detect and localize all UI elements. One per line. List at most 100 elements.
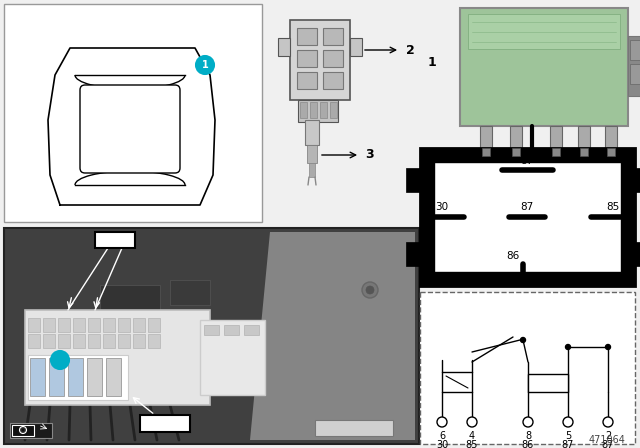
Bar <box>434 162 621 272</box>
Bar <box>480 126 492 154</box>
Text: 87: 87 <box>520 202 534 212</box>
Text: 86: 86 <box>506 251 520 261</box>
Bar <box>103 334 115 348</box>
Text: 2: 2 <box>406 43 414 56</box>
Bar <box>330 102 337 118</box>
Bar <box>133 318 145 332</box>
Bar <box>204 325 219 335</box>
Bar <box>100 285 160 315</box>
Bar <box>323 50 343 67</box>
Circle shape <box>563 417 573 427</box>
Bar <box>607 148 615 156</box>
Text: 4: 4 <box>469 431 475 441</box>
Bar <box>224 325 239 335</box>
Circle shape <box>196 56 214 74</box>
Bar <box>278 38 290 56</box>
Bar <box>148 334 160 348</box>
Text: 87: 87 <box>520 156 534 166</box>
Bar <box>118 318 130 332</box>
Bar <box>290 20 350 100</box>
Bar <box>28 318 40 332</box>
Text: 5: 5 <box>565 431 571 441</box>
Bar <box>323 72 343 89</box>
Text: 120032: 120032 <box>335 423 372 433</box>
Circle shape <box>523 417 533 427</box>
Text: 8: 8 <box>525 431 531 441</box>
Circle shape <box>467 417 477 427</box>
Bar <box>28 334 40 348</box>
Bar <box>635 168 640 192</box>
Text: 1: 1 <box>428 56 436 69</box>
Circle shape <box>566 345 570 349</box>
Text: 30: 30 <box>435 202 449 212</box>
Bar <box>10 423 52 438</box>
Bar <box>460 8 628 126</box>
Bar <box>88 334 100 348</box>
Bar <box>630 40 640 60</box>
Text: 3: 3 <box>365 148 374 161</box>
Bar <box>200 320 265 395</box>
Bar <box>315 420 393 436</box>
Text: 471064: 471064 <box>588 435 625 445</box>
Circle shape <box>366 286 374 294</box>
Text: X292: X292 <box>149 418 181 428</box>
Text: 2: 2 <box>605 431 611 441</box>
Circle shape <box>362 282 378 298</box>
Bar <box>73 318 85 332</box>
Circle shape <box>19 426 26 434</box>
Circle shape <box>603 417 613 427</box>
Bar <box>73 334 85 348</box>
Bar <box>4 228 419 444</box>
Text: 30: 30 <box>436 440 448 448</box>
Bar <box>103 318 115 332</box>
Bar <box>88 318 100 332</box>
Text: 85: 85 <box>606 202 620 212</box>
Bar <box>58 334 70 348</box>
Bar <box>49 358 64 396</box>
Bar <box>350 38 362 56</box>
Bar <box>244 325 259 335</box>
Text: 86: 86 <box>522 440 534 448</box>
Polygon shape <box>250 232 415 440</box>
Text: 87: 87 <box>562 440 574 448</box>
Bar <box>297 50 317 67</box>
Text: 87: 87 <box>602 440 614 448</box>
Bar <box>512 148 520 156</box>
Bar <box>106 358 121 396</box>
Bar <box>635 242 640 266</box>
Bar <box>297 28 317 45</box>
Bar <box>58 318 70 332</box>
Text: 85: 85 <box>466 440 478 448</box>
Bar <box>305 120 319 145</box>
Bar <box>580 148 588 156</box>
Bar <box>406 242 420 266</box>
Bar <box>148 318 160 332</box>
Circle shape <box>520 337 525 343</box>
Bar <box>310 102 317 118</box>
Bar <box>482 148 490 156</box>
Bar <box>118 334 130 348</box>
Text: 1: 1 <box>202 60 209 70</box>
Bar <box>43 318 55 332</box>
Bar <box>406 168 420 192</box>
Bar <box>528 374 568 392</box>
Bar <box>320 102 327 118</box>
Bar <box>28 355 128 400</box>
FancyBboxPatch shape <box>80 85 180 173</box>
Circle shape <box>51 351 69 369</box>
Bar <box>30 358 45 396</box>
Bar <box>550 126 562 154</box>
Circle shape <box>437 417 447 427</box>
Circle shape <box>605 345 611 349</box>
Bar <box>170 280 210 305</box>
Bar <box>300 102 307 118</box>
Bar <box>4 4 262 222</box>
Bar <box>420 148 635 286</box>
Text: 1: 1 <box>56 355 63 365</box>
Bar <box>307 145 317 163</box>
Bar <box>297 72 317 89</box>
Bar <box>510 126 522 154</box>
Bar <box>298 100 338 122</box>
Bar <box>309 163 315 177</box>
Bar <box>12 425 34 436</box>
